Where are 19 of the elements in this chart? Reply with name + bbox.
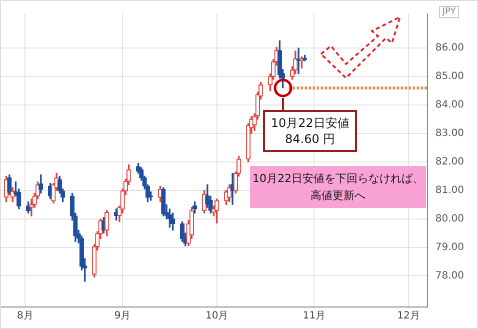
y-tick-label: 80.00: [435, 213, 464, 224]
y-tick-label: 86.00: [435, 42, 464, 54]
y-tick-label: 82.00: [435, 156, 464, 168]
y-tick-label: 85.00: [435, 71, 464, 82]
y-tick-label: 83.00: [435, 128, 464, 140]
candlestick: [296, 48, 301, 74]
y-tick-label: 81.00: [435, 184, 464, 196]
x-tick-label: 10月: [205, 310, 228, 322]
annotation: 10月22日安値 84.60 円: [262, 110, 358, 152]
candlestick: [230, 172, 235, 205]
x-tick-label: 9月: [114, 310, 131, 322]
x-tick-label: 8月: [16, 310, 34, 322]
y-axis-title: JPY: [439, 6, 459, 18]
y-tick-label: 79.00: [435, 242, 464, 253]
annotation: 10月22日安値を下回らなければ、高値更新へ: [250, 166, 426, 208]
x-tick-label: 12月: [397, 310, 420, 322]
x-tick-label: 11月: [302, 310, 326, 322]
y-tick-label: 78.00: [435, 270, 464, 282]
y-tick-label: 84.00: [435, 100, 464, 111]
